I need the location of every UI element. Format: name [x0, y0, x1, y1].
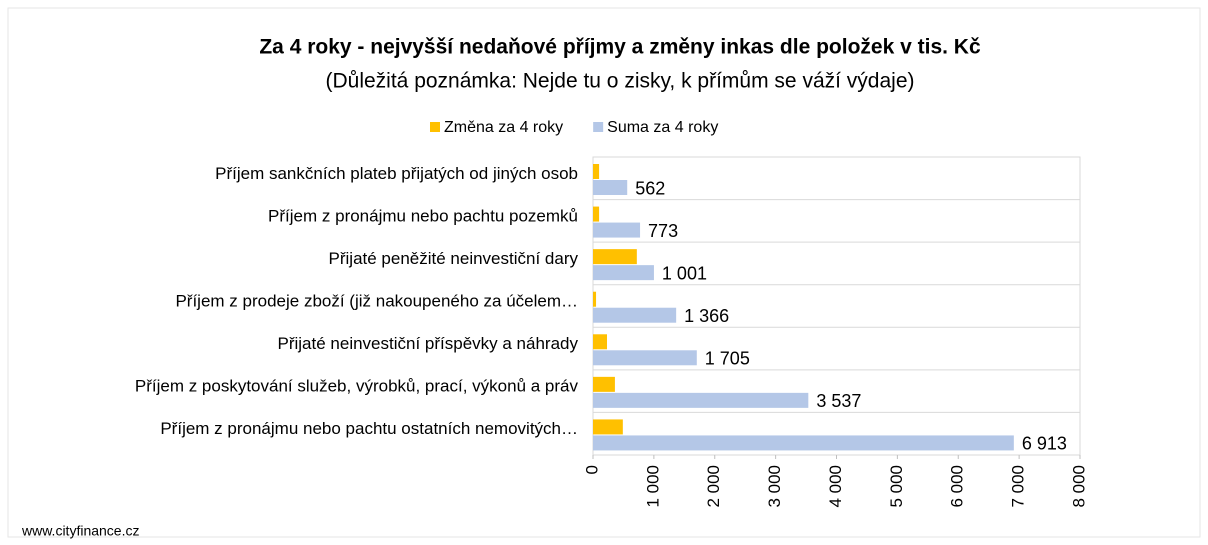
legend-label: Změna za 4 roky	[444, 119, 563, 136]
y-tick-label: Přijaté peněžité neinvestiční dary	[329, 249, 579, 268]
bar	[593, 222, 641, 238]
bar	[593, 376, 615, 392]
x-tick-label: 4 000	[826, 465, 845, 508]
y-tick-label: Příjem z pronájmu nebo pachtu pozemků	[268, 206, 578, 225]
bar	[593, 206, 600, 222]
x-tick-label: 6 000	[948, 465, 967, 508]
value-label: 6 913	[1022, 434, 1067, 454]
x-tick-label: 3 000	[765, 465, 784, 508]
x-tick-label: 0	[582, 465, 601, 474]
x-tick-label: 1 000	[643, 465, 662, 508]
bar	[593, 392, 809, 408]
bar	[593, 334, 608, 350]
bar	[593, 291, 597, 307]
bar	[593, 249, 637, 265]
value-label: 562	[635, 178, 665, 198]
bar	[593, 164, 600, 179]
bar	[593, 419, 623, 435]
bar	[593, 180, 628, 195]
bar	[593, 435, 1014, 451]
x-tick-label: 2 000	[704, 465, 723, 508]
x-tick-label: 5 000	[887, 465, 906, 508]
value-label: 773	[648, 221, 678, 241]
y-tick-label: Příjem z prodeje zboží (již nakoupeného …	[175, 291, 578, 310]
y-tick-label: Příjem z pronájmu nebo pachtu ostatních …	[160, 419, 578, 438]
value-label: 1 366	[684, 306, 729, 326]
x-tick-label: 7 000	[1009, 465, 1028, 508]
value-label: 1 001	[662, 263, 707, 283]
footer: www.cityfinance.cz	[21, 523, 139, 539]
legend-swatch	[593, 122, 604, 132]
chart-title: Za 4 roky - nejvyšší nedaňové příjmy a z…	[259, 36, 981, 59]
value-label: 1 705	[705, 349, 750, 369]
bar	[593, 350, 697, 366]
y-tick-label: Přijaté neinvestiční příspěvky a náhrady	[278, 334, 579, 353]
bar	[593, 265, 654, 281]
legend-label: Suma za 4 roky	[607, 119, 718, 136]
bar	[593, 307, 677, 323]
x-tick-label: 8 000	[1069, 465, 1088, 508]
y-tick-label: Příjem z poskytování služeb, výrobků, pr…	[135, 377, 579, 396]
y-tick-label: Příjem sankčních plateb přijatých od jin…	[215, 164, 578, 183]
chart-subtitle: (Důležitá poznámka: Nejde tu o zisky, k …	[326, 70, 915, 93]
legend-swatch	[430, 122, 440, 132]
value-label: 3 537	[816, 391, 861, 411]
